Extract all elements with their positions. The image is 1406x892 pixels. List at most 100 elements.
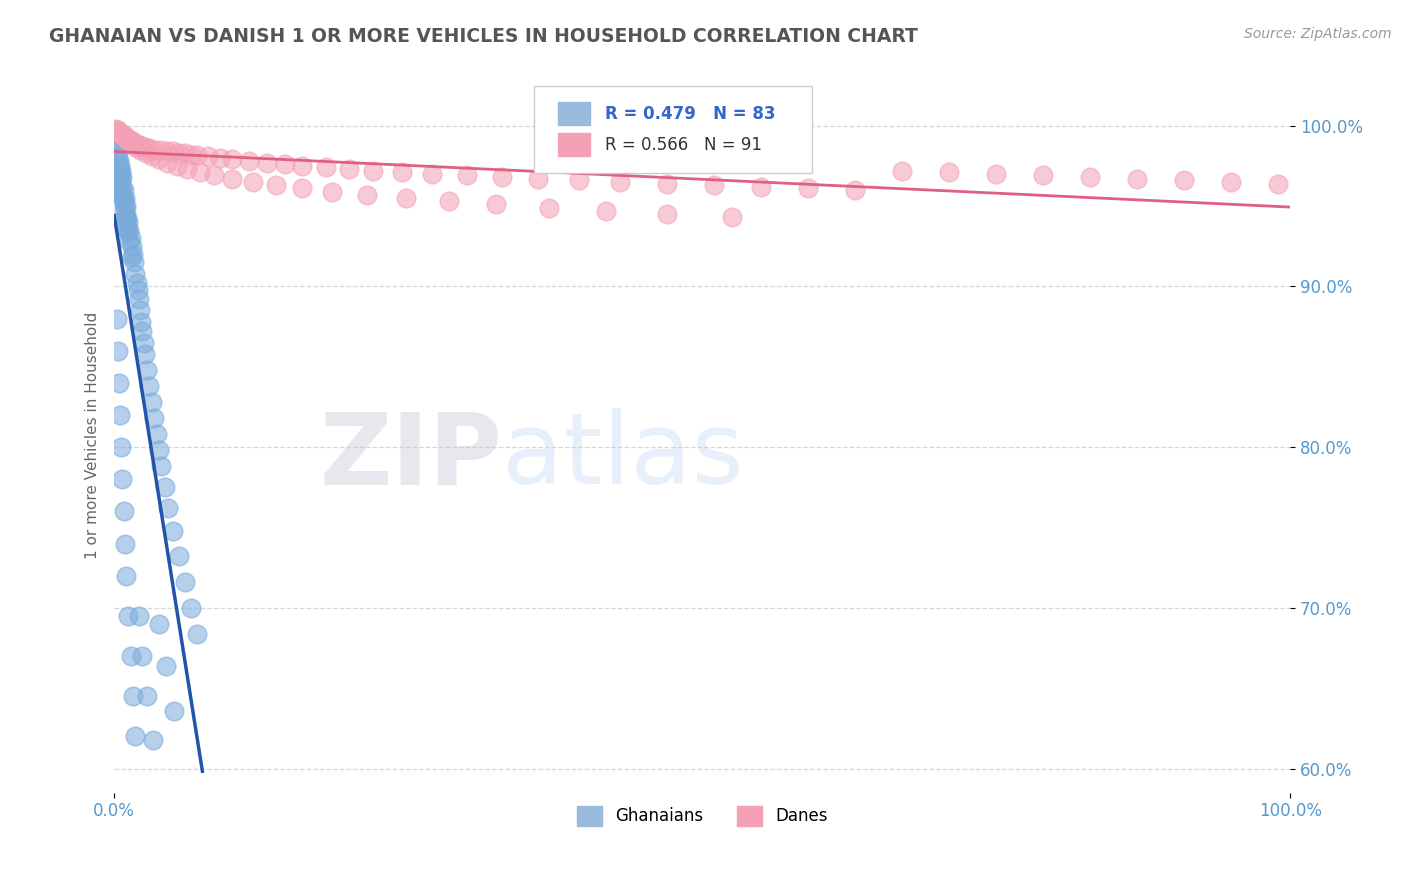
Point [120, 648, 142, 663]
Point [129, 137, 152, 152]
Point [107, 159, 129, 173]
Point [129, 315, 152, 329]
Point [104, 121, 127, 136]
Point [720, 211, 742, 225]
Point [124, 136, 146, 151]
Point [112, 193, 135, 207]
Point [110, 127, 132, 141]
Point [891, 163, 914, 178]
Point [135, 146, 157, 161]
Point [107, 125, 129, 139]
Point [138, 379, 160, 393]
Point [595, 203, 617, 218]
Point [148, 443, 170, 458]
Point [141, 395, 163, 409]
Point [749, 179, 772, 194]
Point [118, 133, 141, 147]
Point [115, 221, 138, 235]
Point [266, 178, 288, 193]
Point [112, 202, 135, 217]
Point [221, 153, 243, 167]
Point [456, 169, 478, 183]
Point [491, 170, 513, 185]
Point [117, 608, 139, 623]
Point [115, 199, 138, 213]
Point [121, 239, 143, 253]
FancyBboxPatch shape [558, 133, 591, 156]
Point [131, 325, 153, 339]
Point [132, 335, 155, 350]
Point [122, 255, 145, 269]
Point [202, 169, 225, 183]
Point [117, 215, 139, 229]
Point [118, 223, 141, 237]
Point [197, 149, 219, 163]
Point [162, 524, 184, 538]
Point [108, 408, 131, 422]
Point [163, 704, 186, 718]
Point [107, 151, 129, 165]
Point [361, 163, 384, 178]
Y-axis label: 1 or more Vehicles in Household: 1 or more Vehicles in Household [86, 311, 100, 558]
Point [188, 165, 211, 179]
Point [180, 600, 202, 615]
Point [121, 136, 143, 151]
Point [118, 235, 141, 249]
Point [110, 163, 132, 178]
Point [110, 183, 132, 197]
Point [186, 147, 208, 161]
Point [180, 147, 202, 161]
Point [485, 197, 508, 211]
Point [156, 145, 179, 159]
Point [108, 154, 131, 169]
Point [108, 376, 131, 390]
Point [115, 207, 138, 221]
Point [153, 480, 176, 494]
Point [115, 129, 138, 144]
Point [117, 133, 139, 147]
Point [122, 136, 145, 151]
Point [143, 143, 166, 157]
Point [114, 536, 136, 550]
Point [122, 247, 145, 261]
Point [108, 175, 131, 189]
Point [321, 185, 343, 199]
Point [114, 129, 136, 144]
Point [117, 131, 139, 145]
Point [938, 165, 960, 179]
Text: ZIP: ZIP [319, 408, 502, 505]
Point [112, 504, 135, 518]
Point [114, 209, 136, 223]
Point [655, 177, 678, 191]
Point [110, 127, 132, 141]
Point [439, 194, 461, 209]
Point [105, 123, 128, 137]
Point [166, 159, 188, 173]
Point [110, 440, 132, 454]
Point [110, 173, 132, 187]
Point [107, 343, 129, 358]
Point [138, 141, 160, 155]
Legend: Ghanaians, Danes: Ghanaians, Danes [568, 797, 835, 834]
Point [256, 155, 278, 169]
Point [131, 648, 153, 663]
Point [105, 135, 128, 149]
Point [111, 128, 134, 143]
Point [120, 231, 142, 245]
Point [108, 163, 131, 178]
Point [115, 211, 138, 226]
Text: R = 0.566   N = 91: R = 0.566 N = 91 [605, 136, 762, 153]
Point [105, 143, 128, 157]
Point [114, 191, 136, 205]
Point [1220, 175, 1243, 189]
Point [1126, 171, 1149, 186]
Point [127, 137, 149, 152]
Point [107, 123, 129, 137]
Point [1173, 173, 1195, 187]
Point [112, 128, 135, 143]
Point [125, 276, 148, 290]
Point [128, 292, 150, 306]
Point [150, 459, 173, 474]
Point [150, 143, 173, 157]
Point [111, 170, 134, 185]
